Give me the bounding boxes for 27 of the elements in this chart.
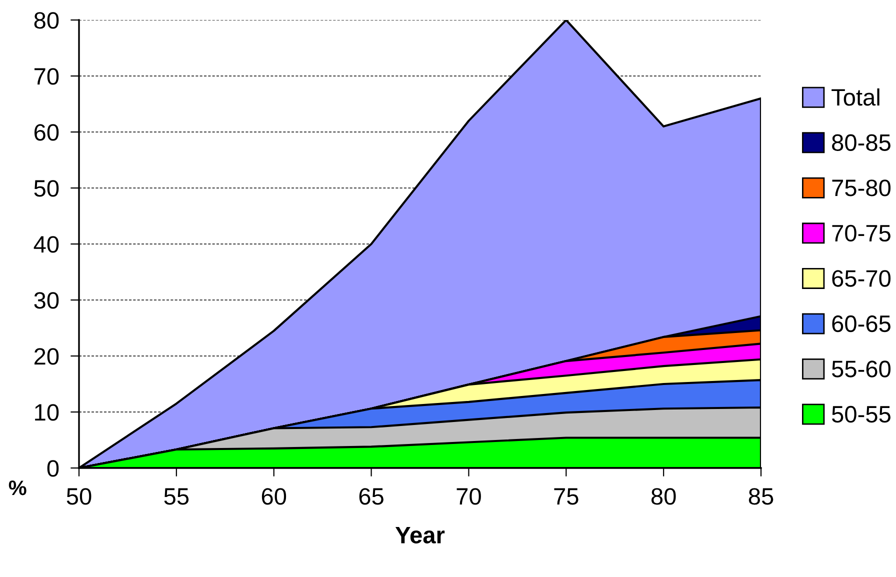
y-tick-label: 40 (34, 236, 59, 253)
x-tick-label: 50 (66, 488, 92, 505)
y-tick-label: 0 (47, 460, 59, 477)
x-tick-label: 70 (456, 488, 481, 505)
x-tick-label: 65 (359, 488, 384, 505)
y-tick-label: 70 (34, 68, 59, 85)
x-axis-title: Year (395, 526, 445, 544)
x-tick-label: 75 (554, 488, 578, 505)
y-tick-label: 20 (34, 348, 59, 365)
legend-label: 50-55 (832, 406, 890, 423)
legend-label: 55-60 (832, 360, 891, 378)
y-tick-label: 30 (34, 292, 59, 309)
x-tick-label: 85 (748, 488, 774, 505)
y-axis-title: % (8, 480, 26, 496)
legend-label: 65-70 (832, 270, 891, 287)
y-tick-label: 80 (34, 12, 59, 29)
legend-label: Total (832, 88, 880, 106)
x-tick-label: 60 (262, 488, 286, 505)
legend-label: 60-65 (832, 315, 890, 332)
y-tick-label: 50 (34, 180, 59, 197)
legend-label: 75-80 (832, 180, 891, 196)
x-tick-label: 55 (164, 488, 189, 505)
legend-label: 70-75 (832, 224, 890, 242)
y-tick-label: 60 (34, 124, 59, 141)
x-tick-label: 80 (651, 488, 676, 505)
y-tick-label: 10 (35, 404, 59, 421)
legend-label: 80-85 (832, 134, 890, 152)
